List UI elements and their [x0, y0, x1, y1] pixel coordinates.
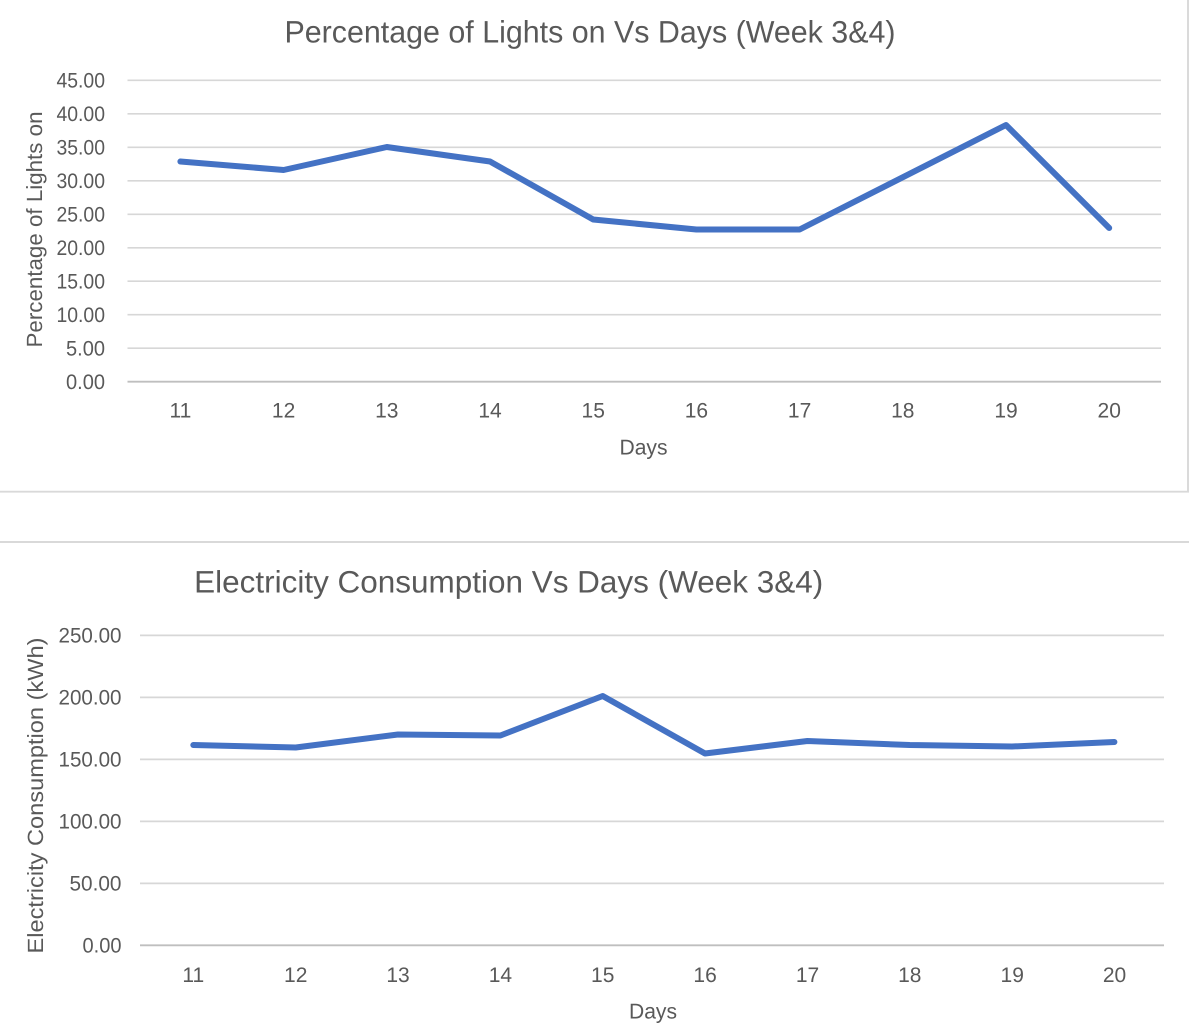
svg-text:0.00: 0.00	[66, 371, 105, 394]
svg-text:Days: Days	[620, 436, 668, 460]
svg-text:25.00: 25.00	[57, 204, 106, 227]
svg-text:17: 17	[796, 964, 819, 987]
svg-text:19: 19	[994, 399, 1017, 422]
svg-text:100.00: 100.00	[59, 811, 122, 834]
svg-text:12: 12	[284, 964, 307, 987]
svg-text:14: 14	[478, 399, 502, 422]
svg-text:13: 13	[386, 964, 409, 987]
svg-text:Percentage of Lights on Vs Day: Percentage of Lights on Vs Days (Week 3&…	[285, 14, 896, 49]
svg-text:Electricity Consumption Vs Day: Electricity Consumption Vs Days (Week 3&…	[194, 565, 823, 600]
svg-text:14: 14	[489, 964, 513, 987]
svg-text:15: 15	[591, 964, 614, 987]
svg-text:50.00: 50.00	[70, 873, 122, 896]
svg-text:Percentage of Lights on: Percentage of Lights on	[22, 111, 47, 347]
svg-text:0.00: 0.00	[83, 935, 122, 958]
svg-text:5.00: 5.00	[66, 338, 105, 361]
svg-text:20.00: 20.00	[57, 237, 106, 260]
svg-text:40.00: 40.00	[57, 103, 106, 126]
svg-text:13: 13	[375, 399, 398, 422]
svg-text:19: 19	[1001, 964, 1024, 987]
svg-text:20: 20	[1098, 399, 1121, 422]
svg-text:150.00: 150.00	[59, 749, 122, 772]
svg-text:18: 18	[898, 964, 921, 987]
svg-text:12: 12	[272, 399, 295, 422]
svg-text:200.00: 200.00	[59, 687, 122, 710]
svg-text:11: 11	[169, 399, 191, 422]
svg-text:11: 11	[182, 964, 204, 987]
svg-text:18: 18	[891, 399, 914, 422]
svg-text:35.00: 35.00	[57, 137, 106, 160]
svg-text:Electricity Consumption (kWh): Electricity Consumption (kWh)	[23, 638, 48, 954]
svg-text:15.00: 15.00	[57, 271, 106, 294]
svg-text:30.00: 30.00	[57, 170, 106, 193]
svg-text:20: 20	[1103, 964, 1126, 987]
svg-text:45.00: 45.00	[57, 70, 106, 93]
svg-text:15: 15	[582, 399, 605, 422]
svg-text:17: 17	[788, 399, 811, 422]
svg-text:16: 16	[685, 399, 708, 422]
svg-text:250.00: 250.00	[59, 625, 122, 648]
svg-text:10.00: 10.00	[57, 304, 106, 327]
svg-text:Days: Days	[629, 1000, 677, 1024]
svg-text:16: 16	[693, 964, 716, 987]
